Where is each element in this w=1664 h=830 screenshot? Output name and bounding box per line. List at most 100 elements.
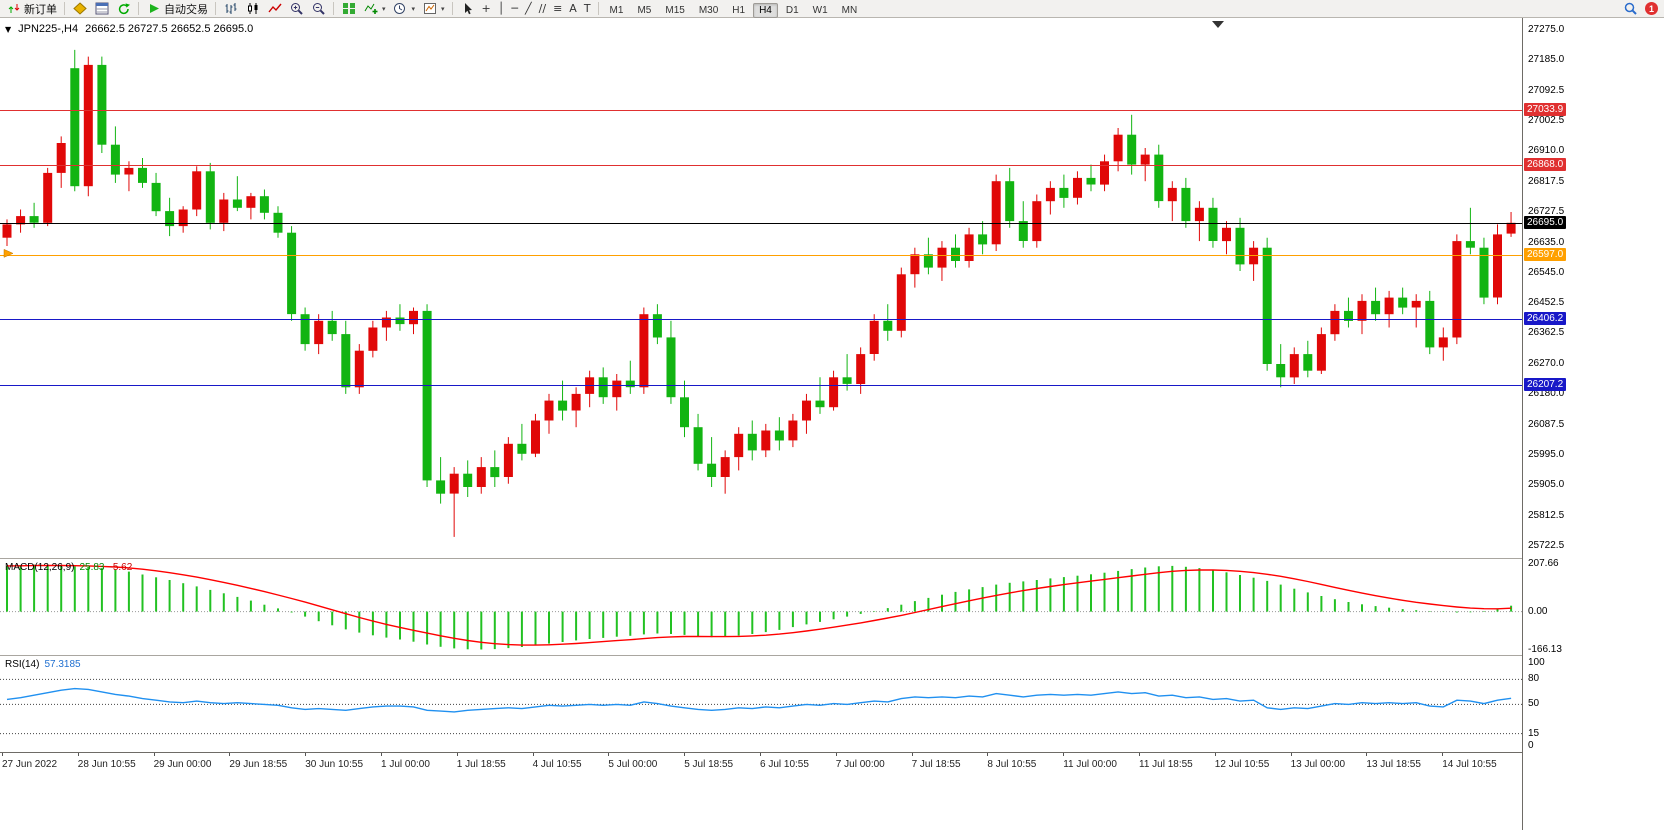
timeframe-button-m5[interactable]: M5	[637, 4, 652, 16]
candle-body	[97, 64, 107, 145]
macd-pane[interactable]: MACD(12,26,9) 25.83 -5.62	[0, 559, 1522, 655]
candle-body	[273, 212, 283, 233]
candle-body	[1127, 134, 1137, 165]
candle-body	[571, 393, 581, 411]
candle-body	[259, 196, 269, 213]
time-axis-label: 30 Jun 10:55	[305, 759, 364, 770]
timeframe-button-m1[interactable]: M1	[609, 4, 624, 16]
trendline-icon: ╱	[525, 2, 532, 15]
time-axis[interactable]: 27 Jun 2022 28 Jun 10:55 29 Jun 00:00 29 Ju…	[0, 753, 1522, 793]
bar-chart-button[interactable]	[220, 1, 241, 17]
price-axis-label: 26635.0	[1528, 236, 1565, 248]
candle-body	[422, 310, 432, 481]
rsi-line	[6, 687, 1512, 713]
candle-body	[381, 317, 391, 328]
label-tool-button[interactable]: T	[581, 1, 594, 17]
candle-body	[70, 68, 80, 187]
new-order-button[interactable]: 新订单	[3, 1, 60, 17]
candle-body	[1276, 364, 1286, 378]
price-axis-label: 25995.0	[1528, 449, 1565, 461]
candle-body	[1411, 300, 1421, 308]
candle-body	[490, 467, 500, 478]
candle-body	[1140, 154, 1150, 165]
candle-body	[1357, 300, 1367, 321]
time-tick	[153, 753, 155, 756]
data-window-button[interactable]	[91, 1, 112, 17]
candle-body	[1045, 187, 1055, 202]
candle-body	[368, 327, 378, 351]
time-axis-label: 11 Jul 18:55	[1139, 759, 1193, 770]
candle-body	[287, 232, 297, 315]
market-watch-button[interactable]	[69, 1, 90, 17]
horizontal-line-tool-button[interactable]: ─	[508, 1, 521, 17]
candle-body	[1438, 337, 1448, 348]
price-axis-label: 25812.5	[1528, 510, 1565, 522]
refresh-button[interactable]	[113, 1, 134, 17]
timeframe-button-h4[interactable]: H4	[753, 2, 778, 18]
time-axis-label: 7 Jul 18:55	[911, 759, 961, 770]
channel-tool-button[interactable]: ∕∕	[536, 1, 549, 17]
candlestick-canvas	[0, 21, 1522, 537]
macd-axis-label: 0.00	[1528, 605, 1548, 617]
candlestick-chart-button[interactable]	[242, 1, 263, 17]
zoom-out-button[interactable]	[308, 1, 329, 17]
cursor-icon	[460, 2, 475, 16]
text-tool-button[interactable]: A	[566, 1, 580, 17]
candle-body	[1167, 187, 1177, 202]
macd-axis-label: -166.13	[1528, 643, 1562, 655]
time-axis-label: 7 Jul 00:00	[835, 759, 885, 770]
timeframe-button-d1[interactable]: D1	[785, 4, 799, 16]
crosshair-tool-button[interactable]: +	[479, 1, 494, 17]
price-axis[interactable]: 27275.0 27185.0 27092.5 27002.5 26910.0 26817…	[1522, 18, 1664, 830]
autotrading-button[interactable]: 自动交易	[143, 1, 211, 17]
timeframe-button-m30[interactable]: M30	[698, 4, 719, 16]
main-chart-pane[interactable]: ▼ JPN225-,H4 26662.5 26727.5 26652.5 266…	[0, 18, 1522, 558]
time-axis-label: 28 Jun 10:55	[77, 759, 136, 770]
time-tick	[77, 753, 79, 756]
periods-button[interactable]: ▾	[390, 1, 419, 17]
chart-symbol-period: JPN225-,H4	[18, 23, 79, 35]
timeframe-button-m15[interactable]: M15	[665, 4, 685, 16]
time-axis-label: 29 Jun 18:55	[229, 759, 288, 770]
chart-area: ▼ JPN225-,H4 26662.5 26727.5 26652.5 266…	[0, 18, 1664, 830]
timeframe-button-h1[interactable]: H1	[732, 4, 746, 16]
pane-divider[interactable]	[0, 558, 1664, 559]
search-button[interactable]	[1620, 1, 1641, 17]
line-chart-button[interactable]	[264, 1, 285, 17]
time-axis-label: 5 Jul 00:00	[608, 759, 658, 770]
horizontal-line-icon: ─	[511, 2, 519, 15]
cursor-tool-button[interactable]	[457, 1, 478, 17]
pane-divider[interactable]	[0, 655, 1664, 656]
macd-value-signal: -5.62	[109, 562, 133, 573]
rsi-value: 57.3185	[44, 659, 81, 670]
candle-body	[219, 199, 229, 223]
candle-body	[1289, 354, 1299, 378]
rsi-pane[interactable]: RSI(14) 57.3185	[0, 656, 1522, 752]
candle-body	[761, 430, 771, 451]
candle-body	[165, 211, 175, 227]
time-tick	[1214, 753, 1216, 756]
candle-body	[951, 247, 960, 261]
chart-title: ▼ JPN225-,H4 26662.5 26727.5 26652.5 266…	[5, 23, 253, 35]
bar-chart-icon	[223, 2, 238, 16]
notifications-button[interactable]: 1	[1642, 1, 1661, 17]
time-tick	[760, 753, 761, 756]
macd-label: MACD(12,26,9) 25.83 -5.62	[5, 562, 132, 573]
candle-body	[1452, 241, 1462, 338]
vertical-line-tool-button[interactable]: │	[495, 1, 508, 17]
price-axis-label: 26270.0	[1528, 358, 1565, 370]
candle-body	[1371, 300, 1381, 315]
time-tick	[1366, 753, 1368, 756]
fibonacci-tool-button[interactable]: ≡	[550, 1, 565, 17]
trendline-tool-button[interactable]: ╱	[522, 1, 535, 17]
zoom-in-button[interactable]	[286, 1, 307, 17]
chart-context-arrow-icon[interactable]: ▼	[5, 24, 12, 34]
search-icon	[1623, 2, 1638, 16]
toolbar-separator	[138, 2, 139, 15]
templates-button[interactable]: ▾	[419, 1, 448, 17]
tile-windows-button[interactable]	[338, 1, 359, 17]
candle-body	[829, 377, 839, 408]
timeframe-button-mn[interactable]: MN	[841, 4, 858, 16]
indicators-button[interactable]: ▾	[360, 1, 389, 17]
timeframe-button-w1[interactable]: W1	[812, 4, 828, 16]
